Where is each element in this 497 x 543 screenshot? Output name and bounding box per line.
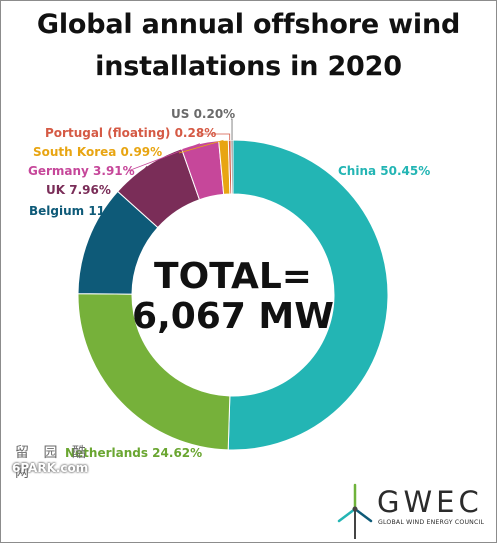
center-total-value: 6,067 MW — [132, 296, 334, 337]
leader-line — [198, 133, 231, 141]
slice-label: South Korea 0.99% — [33, 145, 162, 159]
chart-title-line-1: Global annual offshore wind — [36, 9, 461, 40]
slice-label: Netherlands 24.62% — [65, 446, 202, 460]
slice-netherlands — [77, 293, 231, 451]
leader-line — [127, 165, 148, 191]
leader-line — [178, 139, 224, 154]
watermark-glyphs: 留 园 酷 网 — [15, 445, 91, 481]
slice-label: Germany 3.91% — [28, 164, 135, 178]
wind-turbine-icon — [337, 483, 373, 539]
gwec-subtitle: GLOBAL WIND ENERGY COUNCIL — [378, 519, 485, 526]
slice-label: China 50.45% — [338, 164, 430, 178]
gwec-logo: GWEC GLOBAL WIND ENERGY COUNCIL — [337, 483, 496, 541]
slice-china — [227, 139, 389, 451]
gwec-wordmark: GWEC — [377, 485, 483, 519]
slice-label: UK 7.96% — [46, 183, 111, 197]
donut-slices — [77, 139, 389, 451]
slice-label: US 0.20% — [171, 107, 235, 121]
center-total-label: TOTAL= — [154, 256, 312, 297]
leader-line — [127, 143, 201, 172]
leader-lines — [127, 118, 233, 191]
chart-title-line-2: installations in 2020 — [95, 51, 402, 82]
slice-us — [230, 139, 234, 195]
slice-label: Portugal (floating) 0.28% — [45, 126, 216, 140]
site-watermark: 留 园 酷 网 6PARK.com — [12, 442, 95, 481]
leader-line — [231, 118, 233, 141]
slice-label: Belgium 11. — [29, 204, 110, 218]
slice-labels: China 50.45% Netherlands 24.62% Belgium 11… — [28, 107, 430, 460]
watermark-text: 6PARK.com — [12, 461, 89, 475]
